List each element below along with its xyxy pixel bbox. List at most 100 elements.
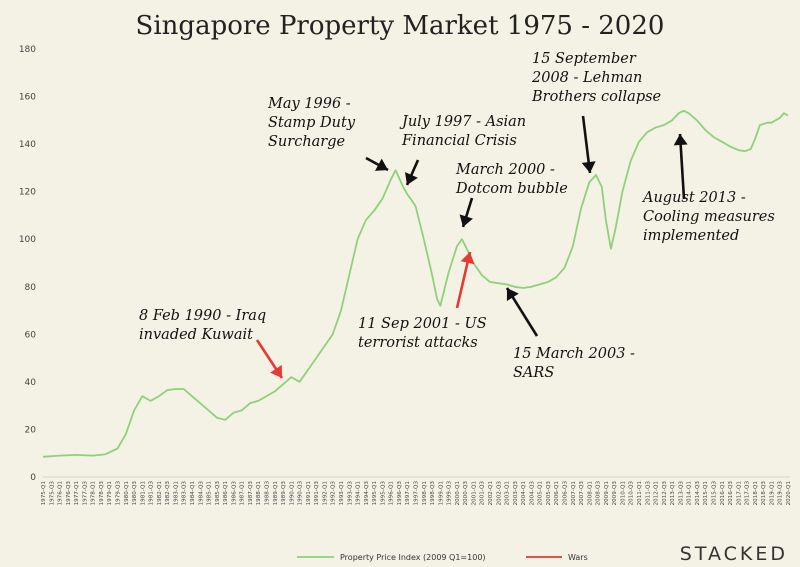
x-tick-label: 2005-Q1 [538, 481, 544, 506]
x-tick-label: 2012-Q1 [654, 481, 660, 506]
annotation-text: Surcharge [268, 134, 345, 150]
series-line-property-price-index [42, 109, 789, 458]
x-tick-label: 1976-Q3 [66, 481, 72, 506]
annotation-arrow-head [460, 252, 475, 265]
annotation-stamp: May 1996 - Stamp Duty Surcharge [267, 96, 389, 172]
annotation-text: 15 March 2003 - [513, 346, 635, 362]
x-tick-label: 2003-Q3 [513, 481, 519, 506]
x-tick-label: 1977-Q1 [74, 481, 80, 506]
annotation-sars: 15 March 2003 - SARS [505, 287, 635, 381]
x-tick-label: 1986-Q3 [231, 481, 237, 506]
x-axis: 1975-Q1 1975-Q3 1976-Q1 1976-Q3 1977-Q1 1977-… [41, 481, 792, 506]
x-tick-label: 1987-Q3 [248, 481, 254, 506]
x-tick-label: 1986-Q1 [223, 481, 229, 506]
annotation-text: August 2013 - [641, 190, 746, 206]
annotation-sep11: 11 Sep 2001 - US terrorist attacks [358, 251, 487, 351]
annotation-text: SARS [513, 365, 554, 381]
x-tick-label: 2002-Q1 [488, 481, 494, 506]
y-tick-label: 100 [19, 235, 36, 245]
annotation-kuwait: 8 Feb 1990 - Iraq invaded Kuwait [139, 308, 284, 379]
x-tick-label: 1978-Q1 [91, 481, 97, 506]
x-tick-label: 1983-Q3 [182, 481, 188, 506]
x-tick-label: 2019-Q3 [778, 481, 784, 506]
annotation-text: Financial Crisis [401, 133, 517, 149]
x-tick-label: 2017-Q3 [745, 481, 751, 506]
x-tick-label: 2013-Q3 [678, 481, 684, 506]
x-tick-label: 1988-Q1 [256, 481, 262, 506]
x-tick-label: 2018-Q3 [761, 481, 767, 506]
annotation-cooling: August 2013 - Cooling measures implemented [641, 133, 775, 244]
x-tick-label: 2005-Q3 [546, 481, 552, 506]
x-tick-label: 2002-Q3 [496, 481, 502, 506]
annotation-arrow-head [270, 364, 282, 378]
y-tick-label: 80 [25, 283, 37, 293]
y-tick-label: 120 [19, 188, 36, 198]
y-axis: 0 20 40 60 80 100 120 140 160 180 [19, 45, 36, 483]
chart-title: Singapore Property Market 1975 - 2020 [136, 11, 665, 41]
x-tick-label: 1988-Q3 [265, 481, 271, 506]
x-tick-label: 1997-Q1 [405, 481, 411, 506]
y-tick-label: 40 [25, 378, 37, 388]
x-tick-label: 1987-Q1 [240, 481, 246, 506]
annotation-arrow-head [673, 134, 688, 146]
x-tick-label: 1990-Q3 [298, 481, 304, 506]
x-tick-label: 1991-Q1 [306, 481, 312, 506]
x-tick-label: 2013-Q1 [670, 481, 676, 506]
annotation-text: Cooling measures [643, 209, 775, 225]
x-tick-label: 2009-Q1 [604, 481, 610, 506]
x-tick-label: 2010-Q1 [620, 481, 626, 506]
x-tick-label: 2019-Q1 [769, 481, 775, 506]
x-tick-label: 1981-Q1 [140, 481, 146, 506]
annotation-arrow-head [459, 214, 473, 227]
x-tick-label: 2000-Q1 [455, 481, 461, 506]
annotation-text: 2008 - Lehman [531, 70, 642, 86]
x-tick-label: 1980-Q1 [124, 481, 130, 506]
x-tick-label: 2008-Q3 [596, 481, 602, 506]
legend-label-property-price-index: Property Price Index (2009 Q1=100) [340, 553, 486, 562]
x-tick-label: 1984-Q3 [198, 481, 204, 506]
x-tick-label: 2016-Q1 [720, 481, 726, 506]
legend: Property Price Index (2009 Q1=100) Wars [297, 553, 588, 562]
x-tick-label: 1979-Q3 [116, 481, 122, 506]
x-tick-label: 1990-Q1 [289, 481, 295, 506]
x-tick-label: 1997-Q3 [414, 481, 420, 506]
x-tick-label: 1998-Q1 [422, 481, 428, 506]
x-tick-label: 1983-Q1 [173, 481, 179, 506]
x-tick-label: 2003-Q1 [505, 481, 511, 506]
x-tick-label: 1982-Q3 [165, 481, 171, 506]
y-tick-label: 160 [19, 93, 36, 103]
x-tick-label: 1985-Q3 [215, 481, 221, 506]
annotation-arrow-head [374, 158, 388, 171]
x-tick-label: 1992-Q1 [322, 481, 328, 506]
x-tick-label: 2000-Q3 [463, 481, 469, 506]
x-tick-label: 2018-Q1 [753, 481, 759, 506]
x-tick-label: 1999-Q1 [438, 481, 444, 506]
x-tick-label: 2014-Q3 [695, 481, 701, 506]
x-tick-label: 1996-Q1 [389, 481, 395, 506]
annotation-lehman: 15 September 2008 - Lehman Brothers collap… [531, 51, 661, 174]
y-tick-label: 20 [25, 425, 37, 435]
annotation-text: 11 Sep 2001 - US [358, 316, 487, 332]
annotation-dotcom: March 2000 - Dotcom bubble [455, 162, 568, 228]
x-tick-label: 1993-Q1 [339, 481, 345, 506]
x-tick-label: 2016-Q3 [728, 481, 734, 506]
x-tick-label: 2007-Q3 [579, 481, 585, 506]
x-tick-label: 1999-Q3 [447, 481, 453, 506]
annotation-arrow-head [405, 172, 418, 185]
x-tick-label: 1989-Q3 [281, 481, 287, 506]
annotations: 15 September 2008 - Lehman Brothers collap… [139, 51, 775, 381]
annotation-text: invaded Kuwait [139, 327, 253, 343]
x-tick-label: 2009-Q3 [612, 481, 618, 506]
brand-logo-text: STACKED [680, 543, 788, 565]
x-tick-label: 2008-Q1 [587, 481, 593, 506]
x-tick-label: 1991-Q3 [314, 481, 320, 506]
x-tick-label: 2004-Q3 [529, 481, 535, 506]
legend-label-wars: Wars [568, 553, 588, 562]
annotation-text: implemented [643, 228, 739, 244]
x-tick-label: 1998-Q3 [430, 481, 436, 506]
y-tick-label: 140 [19, 140, 36, 150]
x-tick-label: 2001-Q1 [471, 481, 477, 506]
x-tick-label: 2015-Q3 [712, 481, 718, 506]
annotation-text: Stamp Duty [268, 115, 356, 131]
